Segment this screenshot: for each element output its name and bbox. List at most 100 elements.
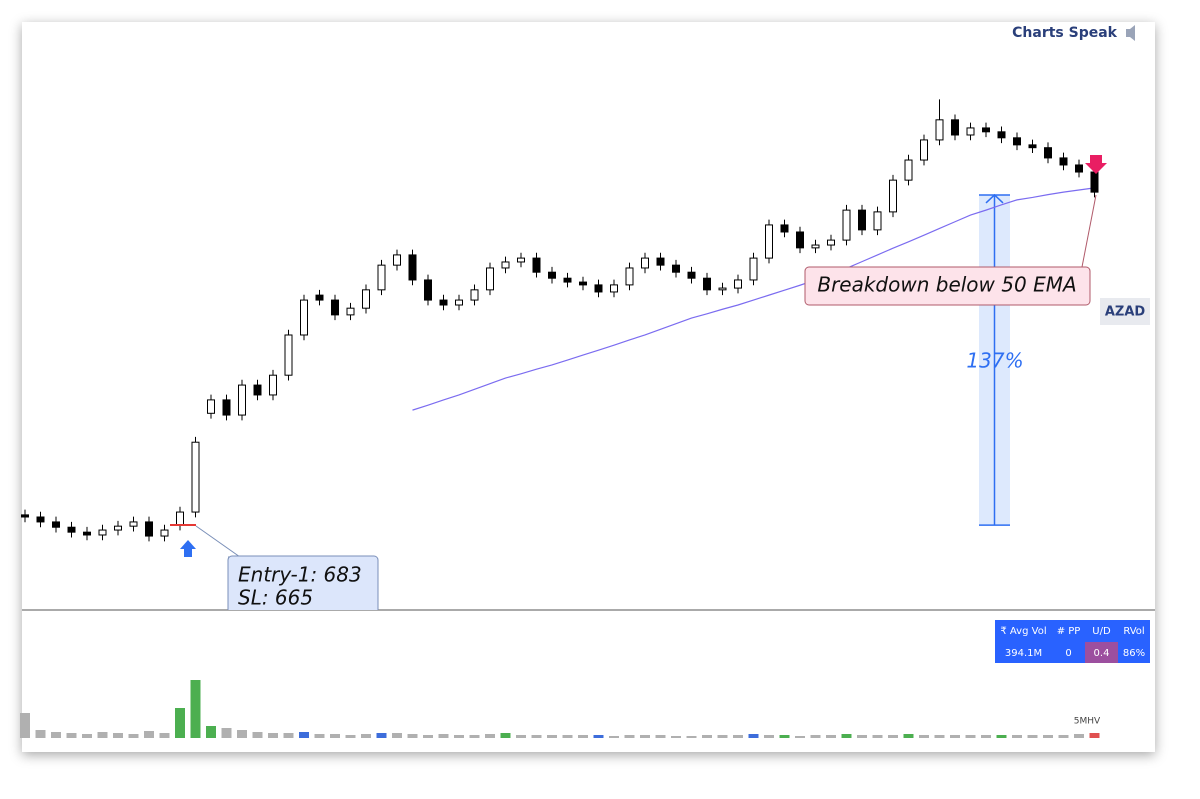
table-header: RVol	[1123, 626, 1144, 637]
candle-body	[780, 224, 789, 233]
volume-bar	[764, 735, 774, 738]
candle-body	[238, 384, 246, 416]
volume-bar	[826, 735, 836, 738]
candle-body	[191, 441, 200, 513]
candle-body	[672, 264, 680, 273]
candle-body	[858, 209, 866, 231]
candle-body	[455, 299, 463, 306]
candle-body	[811, 244, 820, 249]
volume-bar	[593, 735, 604, 738]
volume-bar	[934, 735, 945, 738]
volume-bar	[376, 733, 387, 738]
volume-bar	[485, 734, 495, 738]
volume-bar	[330, 734, 340, 738]
volume-bar	[950, 735, 960, 738]
candle-body	[935, 119, 944, 141]
candle-body	[656, 257, 665, 266]
volume-bar	[1027, 735, 1038, 738]
table-cell: 0.4	[1094, 648, 1110, 659]
volume-bar	[965, 735, 976, 738]
candle-body	[315, 294, 324, 301]
volume-bar	[516, 735, 526, 738]
volume-bar	[857, 735, 867, 738]
volume-bar	[345, 735, 356, 738]
candle-body	[83, 531, 91, 536]
candle-body	[253, 384, 262, 396]
volume-bar	[97, 732, 108, 738]
candle-body	[408, 254, 417, 281]
sell-arrow	[1085, 155, 1107, 174]
candle-body	[796, 231, 804, 249]
candle-body	[284, 334, 293, 376]
volume-bar	[221, 728, 232, 738]
candle-body	[827, 239, 835, 246]
volume-bar	[702, 735, 712, 738]
volume-bar	[159, 733, 170, 738]
volume-bar	[841, 734, 852, 738]
volume-bar	[237, 730, 247, 738]
volume-bar	[500, 733, 511, 738]
volume-bar	[655, 735, 666, 738]
candle-body	[904, 159, 913, 181]
candle-body	[377, 264, 386, 291]
volume-bar	[128, 734, 139, 738]
candle-body	[920, 139, 928, 161]
brand: Charts Speak	[1012, 25, 1118, 41]
candle-body	[1090, 171, 1099, 193]
volume-bar	[547, 735, 557, 738]
measure-label: 137%	[966, 349, 1023, 373]
candle-body	[300, 299, 308, 336]
volume-bar	[996, 735, 1007, 738]
volume-bar	[686, 736, 697, 738]
candle-body	[842, 209, 851, 241]
volume-bar	[609, 736, 619, 738]
candle-body	[501, 261, 510, 269]
candle-body	[749, 257, 758, 281]
candle-body	[98, 529, 107, 536]
candle-body	[176, 511, 184, 526]
candle-body	[734, 279, 742, 289]
candle-body	[222, 399, 231, 416]
volume-bar	[1058, 735, 1069, 738]
candle-body	[1075, 164, 1083, 173]
volume-bar	[624, 735, 635, 738]
candle-body	[439, 299, 448, 306]
candle-body	[424, 279, 432, 301]
candle-body	[129, 521, 138, 527]
candle-body	[21, 514, 29, 518]
candle-body	[362, 289, 370, 309]
table-header: ₹ Avg Vol	[1000, 626, 1046, 637]
candle-body	[765, 224, 773, 259]
candle-body	[687, 271, 696, 279]
volume-bar	[981, 735, 991, 738]
candle-body	[1044, 147, 1052, 159]
volume-bar	[113, 733, 123, 738]
volume-bar	[252, 732, 263, 738]
candle-body	[160, 529, 169, 537]
volume-bar	[175, 708, 185, 738]
volume-bar	[717, 735, 728, 738]
volume-bar	[20, 713, 30, 738]
volume-bar	[562, 735, 573, 738]
volume-bar	[35, 730, 46, 738]
candle-body	[1059, 157, 1068, 166]
volume-bar	[82, 734, 92, 738]
volume-bar	[903, 734, 914, 738]
volume-bar	[144, 731, 154, 738]
candle-body	[563, 277, 572, 283]
candle-body	[889, 179, 897, 213]
symbol-box	[1100, 298, 1150, 325]
volume-bar	[190, 680, 201, 738]
volume-bar	[423, 735, 433, 738]
volume-bar	[1012, 735, 1022, 738]
volume-bar	[51, 732, 61, 738]
table-bg	[995, 620, 1150, 663]
table-cell: 394.1M	[1005, 648, 1042, 659]
candle-body	[610, 284, 618, 293]
volume-bar	[1089, 733, 1100, 738]
candle-body	[579, 281, 587, 286]
volume-bar	[531, 735, 542, 738]
volume-bar	[299, 732, 309, 738]
